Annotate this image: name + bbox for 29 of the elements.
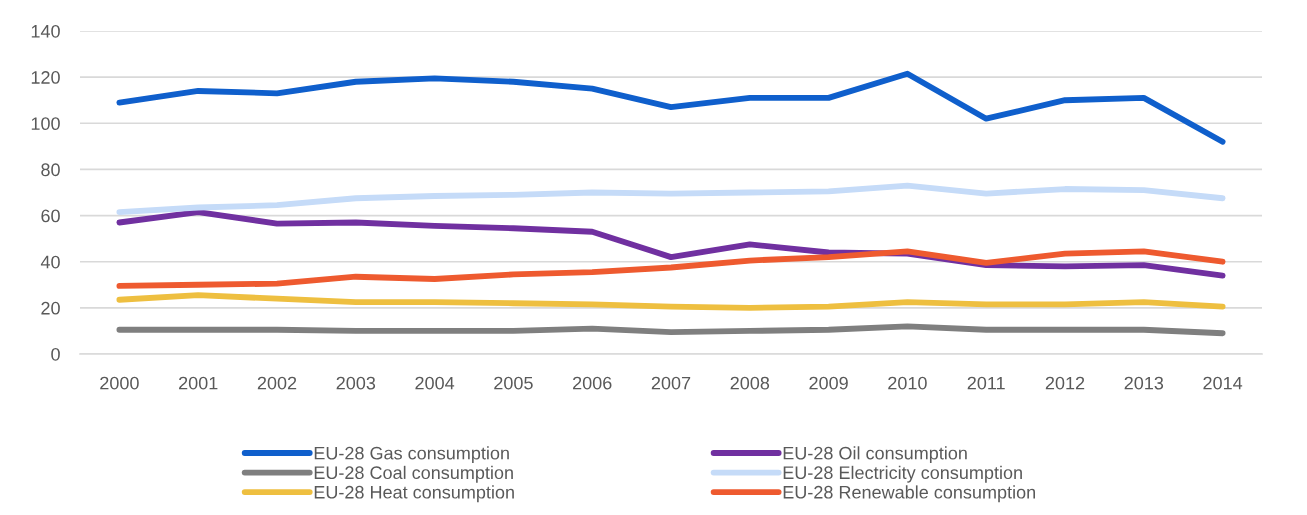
x-tick-label: 2007 [651,376,691,390]
y-tick-label: 0 [51,347,60,361]
legend-label: EU-28 Gas consumption [314,446,509,464]
x-tick-label: 2009 [809,376,848,390]
x-tick-label: 2002 [257,376,297,390]
y-tick-label: 120 [31,71,60,84]
legend-label: EU-28 Heat consumption [314,485,514,503]
x-tick-label: 2001 [179,376,218,390]
x-tick-label: 2013 [1124,376,1164,390]
x-tick-label: 2005 [494,376,533,390]
x-tick-label: 2003 [336,376,376,390]
y-tick-label: 60 [41,209,60,223]
legend-label: EU-28 Oil consumption [783,446,967,464]
x-tick-label: 2011 [967,376,1005,390]
x-tick-label: 2000 [100,376,139,390]
y-tick-label: 100 [31,117,60,131]
x-tick-label: 2006 [573,376,612,390]
x-tick-label: 2004 [415,376,455,390]
y-tick-label: 40 [40,255,60,269]
x-tick-label: 2012 [1045,376,1085,390]
legend-label: EU-28 Renewable consumption [783,485,1035,503]
y-tick-label: 140 [31,24,60,38]
x-tick-label: 2008 [730,376,770,390]
y-tick-label: 20 [41,301,60,315]
legend-label: EU-28 Coal consumption [314,465,513,483]
legend-label: EU-28 Electricity consumption [783,465,1022,483]
y-tick-label: 80 [41,163,60,177]
x-tick-label: 2010 [888,376,927,390]
x-tick-label: 2014 [1203,376,1243,390]
